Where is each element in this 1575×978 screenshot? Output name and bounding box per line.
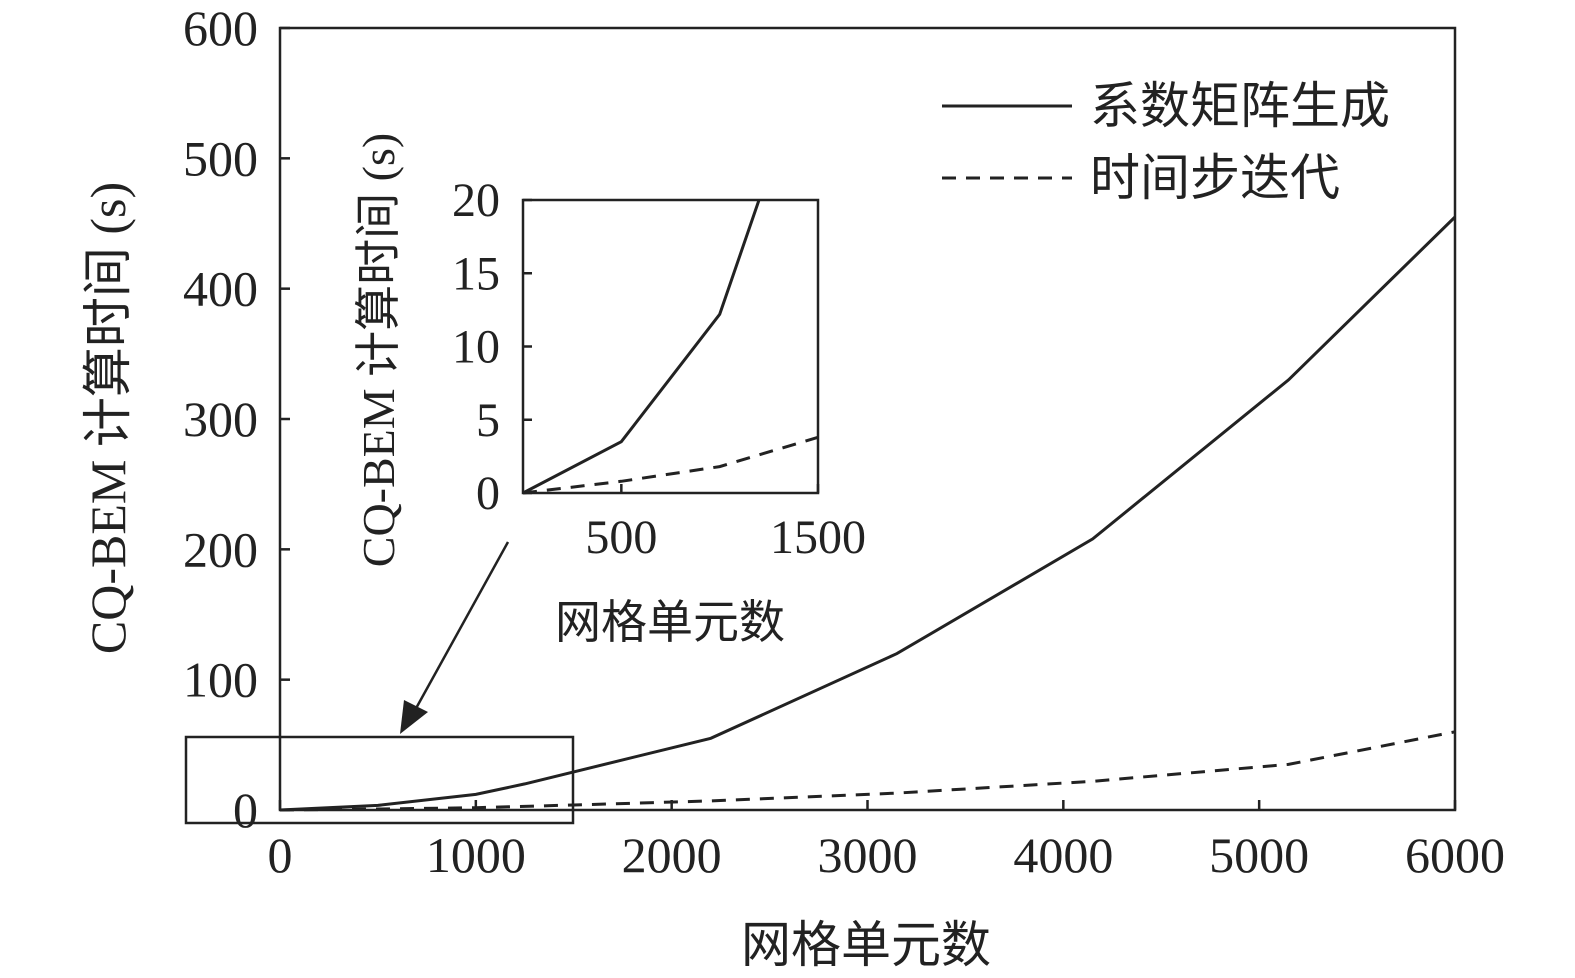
y-tick-label: 600	[183, 0, 258, 56]
inset-y-tick-label: 0	[476, 467, 500, 520]
inset-y-tick-label: 15	[452, 247, 500, 300]
inset-x-tick-label: 500	[585, 511, 657, 564]
y-tick-label: 300	[183, 391, 258, 447]
legend-label: 系数矩阵生成	[1090, 78, 1390, 134]
inset-plot: 500 1500 0 5 10 15 20 网格单元数 CQ-BEM 计算时间 (s)	[353, 133, 866, 648]
y-tick-label: 200	[183, 521, 258, 577]
y-tick-label: 500	[183, 130, 258, 186]
main-plot: 0 1000 2000 3000 4000 5000 6000010020030040050…	[80, 0, 1505, 973]
x-tick-label: 6000	[1405, 827, 1505, 883]
x-tick-label: 4000	[1013, 827, 1113, 883]
zoom-arrow-line	[412, 541, 510, 713]
legend-label: 时间步迭代	[1090, 150, 1340, 206]
y-tick-label: 400	[183, 261, 258, 317]
y-tick-label: 0	[233, 782, 258, 838]
x-tick-label: 2000	[622, 827, 722, 883]
x-tick-label: 1000	[426, 827, 526, 883]
plot-frame	[278, 26, 1457, 812]
x-axis-label: 网格单元数	[741, 917, 991, 973]
inset-y-tick-label: 5	[476, 394, 500, 447]
inset-frame	[521, 198, 820, 495]
x-tick-label: 3000	[818, 827, 918, 883]
inset-x-axis-label: 网格单元数	[555, 597, 785, 648]
inset-y-tick-label: 20	[452, 174, 500, 227]
inset-series-line-coefficient-matrix	[522, 199, 761, 495]
y-tick-label: 100	[183, 652, 258, 708]
x-tick-label: 0	[268, 827, 293, 883]
series-line-coefficient-matrix	[279, 215, 1457, 812]
inset-y-tick-label: 10	[452, 321, 500, 374]
inset-series-line-time-step-iteration	[522, 435, 819, 495]
y-axis-label: CQ-BEM 计算时间 (s)	[80, 182, 136, 654]
inset-y-axis-label: CQ-BEM 计算时间 (s)	[353, 133, 404, 567]
series-line-time-step-iteration	[279, 730, 1456, 812]
zoom-arrow-head	[400, 700, 428, 734]
x-tick-label: 5000	[1209, 827, 1309, 883]
zoom-region-box	[184, 735, 575, 825]
inset-x-tick-label: 1500	[770, 511, 866, 564]
